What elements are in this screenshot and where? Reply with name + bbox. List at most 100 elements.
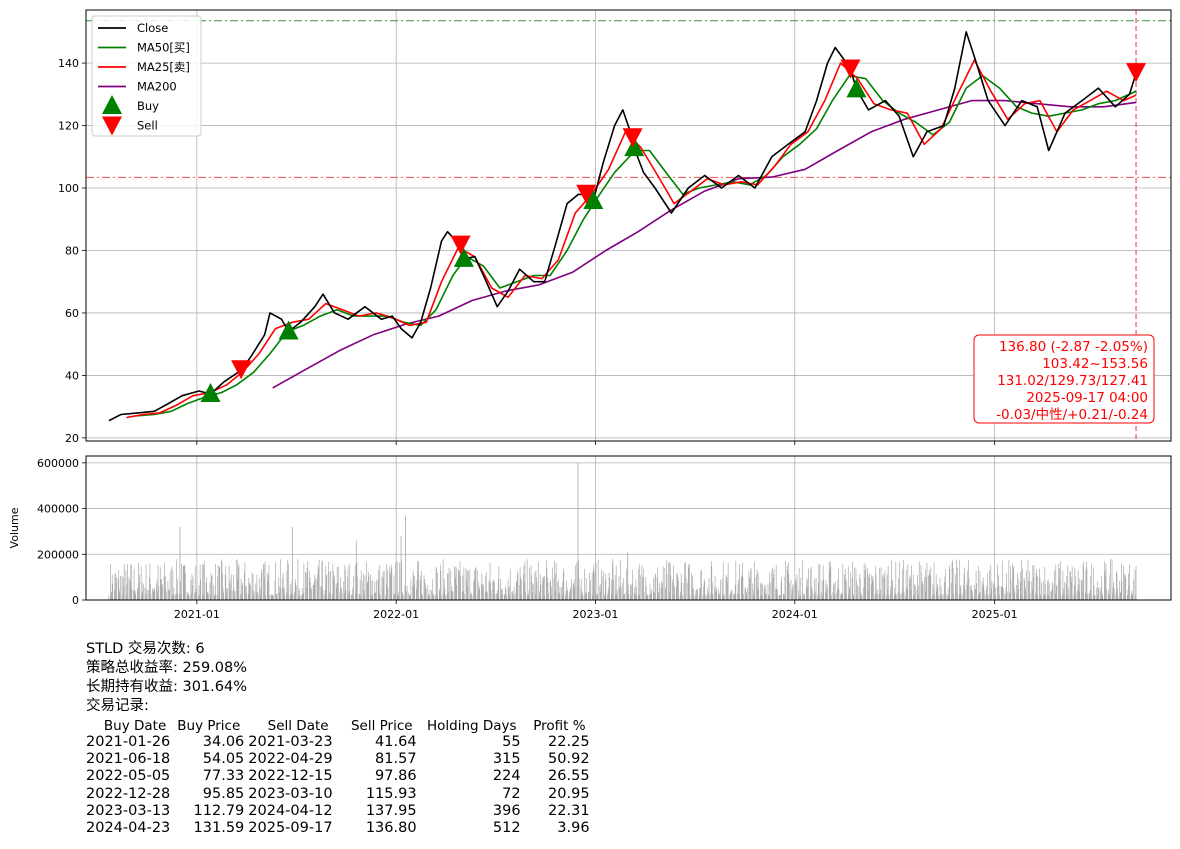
sell-price-cell: 41.64 <box>375 734 417 750</box>
x-tick-label: 2025-01 <box>972 608 1018 621</box>
legend-box <box>91 15 202 137</box>
sell-date-cell: 2022-12-15 <box>248 768 333 785</box>
buy-date-cell: 2021-06-18 <box>86 751 171 768</box>
sell-price-cell: 97.86 <box>375 768 417 785</box>
info-annotation: 136.80 (-2.87 -2.05%)103.42~153.56131.02… <box>973 334 1155 424</box>
sell-marker <box>1126 63 1147 83</box>
volume-axis-label: Volume <box>8 507 21 548</box>
buy-marker <box>278 320 299 340</box>
col-profit: Profit % <box>533 718 586 734</box>
y-tick-label: 140 <box>58 57 79 70</box>
info-annotation-line: 131.02/129.73/127.41 <box>997 373 1148 389</box>
info-annotation-line: 2025-09-17 04:00 <box>1026 390 1148 406</box>
holding-days-cell: 396 <box>492 802 521 819</box>
table-row: 2023-03-13 112.79 2024-04-12 137.95 396 … <box>86 803 590 820</box>
price-axes-frame <box>85 9 1172 442</box>
y-tick-label: 120 <box>58 120 79 133</box>
holding-days-cell: 55 <box>502 734 521 750</box>
buy-marker <box>846 78 867 98</box>
holding-days-cell: 72 <box>502 785 521 802</box>
sell-date-cell: 2022-04-29 <box>248 751 333 768</box>
buy-date-cell: 2023-03-13 <box>86 802 171 819</box>
volume-y-tick-label: 600000 <box>37 457 79 470</box>
y-tick-label: 60 <box>65 307 79 320</box>
holding-days-cell: 224 <box>492 768 521 785</box>
profit-cell: 20.95 <box>548 785 590 802</box>
info-annotation-line: 136.80 (-2.87 -2.05%) <box>999 339 1148 355</box>
buy-date-cell: 2024-04-23 <box>86 820 171 837</box>
col-buy-price: Buy Price <box>177 718 241 734</box>
sell-marker <box>231 360 252 380</box>
x-tick-label: 2024-01 <box>772 608 818 621</box>
buy-date-cell: 2022-05-05 <box>86 768 171 785</box>
info-annotation-line: -0.03/中性/+0.21/-0.24 <box>996 407 1148 423</box>
legend-label: Close <box>137 21 168 35</box>
info-annotation-line: 103.42~153.56 <box>1042 356 1148 372</box>
x-tick-label: 2023-01 <box>572 608 618 621</box>
sell-date-cell: 2021-03-23 <box>248 734 333 750</box>
y-tick-label: 80 <box>65 244 79 257</box>
price-volume-chart: 20 40 60 80 100 120 140 Close MA50[买] MA25[卖] MA20… <box>8 9 1172 621</box>
buy-price-cell: 77.33 <box>202 768 245 785</box>
x-tick-label: 2021-01 <box>174 608 220 621</box>
series-line <box>272 99 1137 389</box>
col-sell-price: Sell Price <box>350 718 413 734</box>
info-annotation-box <box>973 334 1155 424</box>
volume-panel: 0 200000 400000 600000 2021-01 2022-01 2023-01… <box>8 455 1172 621</box>
sell-price-cell: 136.80 <box>365 820 417 837</box>
col-holding-days: Holding Days <box>426 718 517 734</box>
sell-date-cell: 2025-09-17 <box>248 820 333 837</box>
legend-label: MA50[买] <box>137 41 190 55</box>
holding-days-cell: 315 <box>492 751 521 768</box>
buy-price-cell: 112.79 <box>193 802 245 819</box>
profit-cell: 3.96 <box>557 820 590 837</box>
trade-records-table: Buy Date Buy Price Sell Date Sell Price … <box>86 718 590 837</box>
profit-cell: 22.31 <box>548 802 590 819</box>
buy-date-cell: 2021-01-26 <box>86 734 171 750</box>
table-row: 2022-12-28 95.85 2023-03-10 115.93 72 20… <box>86 786 590 803</box>
volume-y-tick-label: 200000 <box>37 548 79 561</box>
sell-price-cell: 137.95 <box>365 802 417 819</box>
sell-marker <box>840 59 861 79</box>
y-tick-label: 40 <box>65 369 79 382</box>
col-buy-date: Buy Date <box>103 718 167 734</box>
col-sell-date: Sell Date <box>267 718 329 734</box>
legend-label: MA200 <box>137 80 177 94</box>
buy-marker <box>624 137 645 157</box>
x-tick-label: 2022-01 <box>373 608 419 621</box>
legend-sell-marker <box>102 116 122 136</box>
profit-cell: 50.92 <box>548 751 590 768</box>
y-tick-label: 100 <box>58 182 79 195</box>
strategy-return-text: 策略总收益率: 259.08% <box>86 660 248 676</box>
table-row: 2021-06-18 54.05 2022-04-29 81.57 315 50… <box>86 751 590 768</box>
y-tick-label: 20 <box>65 432 79 445</box>
strategy-summary: STLD 交易次数: 6 策略总收益率: 259.08% 长期持有收益: 301… <box>86 640 247 716</box>
buy-price-cell: 95.85 <box>202 785 245 802</box>
sell-date-cell: 2023-03-10 <box>248 785 333 802</box>
legend-label: Sell <box>137 119 158 133</box>
trade-records-heading: 交易记录: <box>86 698 149 714</box>
table-row: 2022-05-05 77.33 2022-12-15 97.86 224 26… <box>86 768 590 785</box>
sell-date-cell: 2024-04-12 <box>248 802 333 819</box>
buy-marker <box>583 189 604 209</box>
buy-price-cell: 54.05 <box>202 751 245 768</box>
profit-cell: 26.55 <box>548 768 590 785</box>
volume-y-tick-label: 0 <box>72 594 79 607</box>
table-row: 2021-01-26 34.06 2021-03-23 41.64 55 22.… <box>86 734 590 751</box>
sell-marker <box>450 235 471 255</box>
buy-marker <box>453 247 474 267</box>
volume-axes-frame <box>85 455 1172 601</box>
legend-buy-marker <box>102 95 122 114</box>
buy-marker <box>200 382 221 402</box>
sell-price-cell: 115.93 <box>365 785 417 802</box>
buy-hold-return-text: 长期持有收益: 301.64% <box>86 679 248 695</box>
profit-cell: 22.25 <box>548 734 590 750</box>
buy-date-cell: 2022-12-28 <box>86 785 171 802</box>
price-panel: 20 40 60 80 100 120 140 Close MA50[买] MA25[卖] MA20… <box>58 9 1172 445</box>
legend: Close MA50[买] MA25[卖] MA200 Buy Sell <box>91 15 202 137</box>
sell-marker <box>622 128 643 148</box>
sell-marker <box>576 184 597 204</box>
legend-label: MA25[卖] <box>137 60 190 74</box>
legend-label: Buy <box>137 99 159 113</box>
trade-table-header: Buy Date Buy Price Sell Date Sell Price … <box>86 718 590 734</box>
